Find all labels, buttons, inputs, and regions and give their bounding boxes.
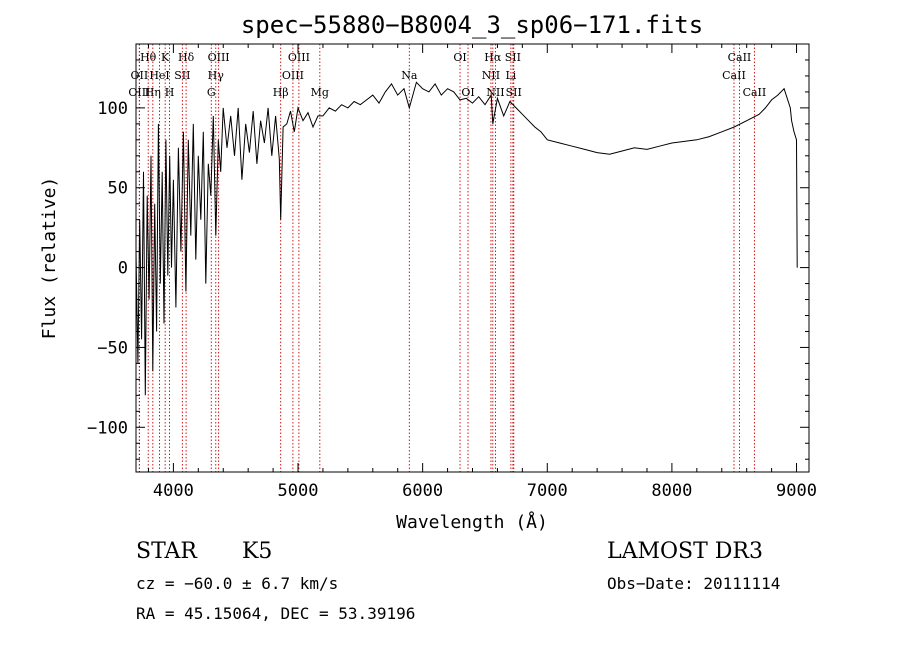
line-marker-label: OI xyxy=(461,86,474,99)
x-tick-label: 9000 xyxy=(776,481,817,501)
coordinates: RA = 45.15064, DEC = 53.39196 xyxy=(136,604,416,623)
line-marker-label: Na xyxy=(401,69,418,82)
line-marker-label: NII xyxy=(482,69,500,82)
x-tick-label: 6000 xyxy=(402,481,443,501)
spectrum-line-0 xyxy=(135,81,798,396)
chart-title: spec−55880−B8004_3_sp06−171.fits xyxy=(241,11,703,39)
x-axis-label: Wavelength (Å) xyxy=(396,511,548,533)
object-class: STAR xyxy=(136,539,197,564)
line-marker-label: OIII xyxy=(288,51,310,64)
line-marker-label: CaII xyxy=(728,51,752,64)
y-tick-label: −50 xyxy=(97,338,128,358)
object-subclass: K5 xyxy=(242,539,273,564)
plot-frame xyxy=(135,43,810,473)
x-axis: 4000 5000 6000 7000 8000 9000 xyxy=(147,44,817,501)
redshift-cz: cz = −60.0 ± 6.7 km/s xyxy=(136,574,339,593)
line-marker-label: CaII xyxy=(743,86,767,99)
x-tick-label: 7000 xyxy=(527,481,568,501)
line-marker-label: Hθ xyxy=(140,51,157,64)
series-group xyxy=(135,81,798,396)
line-marker-label: Hδ xyxy=(178,51,195,64)
y-axis: −100 −50 0 50 100 xyxy=(87,59,809,460)
x-tick-label: 8000 xyxy=(651,481,692,501)
x-tick-label: 4000 xyxy=(153,481,194,501)
y-tick-label: 0 xyxy=(118,259,128,279)
line-marker-label: G xyxy=(207,86,216,99)
line-marker-label: OIII xyxy=(208,51,230,64)
line-marker-label: Hβ xyxy=(273,86,289,99)
line-marker-label: OIII xyxy=(128,86,150,99)
line-marker-label: Mg xyxy=(311,86,329,99)
line-marker-label: CaII xyxy=(722,69,746,82)
line-marker-label: SII xyxy=(506,86,522,99)
survey-name: LAMOST DR3 xyxy=(607,539,763,564)
line-marker-label: H xyxy=(165,86,175,99)
observation-date: Obs−Date: 20111114 xyxy=(607,574,781,593)
line-marker-label: SII xyxy=(174,69,190,82)
x-tick-label: 5000 xyxy=(278,481,319,501)
line-marker-label: Li xyxy=(505,69,516,82)
line-marker-label: K xyxy=(161,51,170,64)
line-marker-label: Hα xyxy=(484,51,502,64)
line-marker-label: Hγ xyxy=(208,69,225,82)
y-tick-label: 50 xyxy=(108,179,128,199)
y-tick-label: −100 xyxy=(87,418,128,438)
y-axis-label: Flux (relative) xyxy=(39,177,60,340)
line-marker-label: HeI xyxy=(149,69,169,82)
line-marker-label: OIII xyxy=(282,69,304,82)
line-marker-label: NII xyxy=(486,86,504,99)
line-marker-label: OI xyxy=(453,51,466,64)
line-marker-label: SII xyxy=(505,51,521,64)
y-tick-label: 100 xyxy=(97,99,128,119)
line-marker-label: Hη xyxy=(145,86,161,99)
